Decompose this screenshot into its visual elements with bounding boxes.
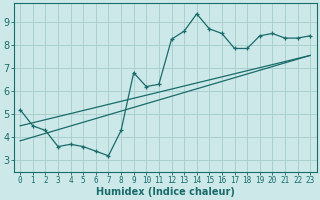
X-axis label: Humidex (Indice chaleur): Humidex (Indice chaleur)	[96, 187, 235, 197]
